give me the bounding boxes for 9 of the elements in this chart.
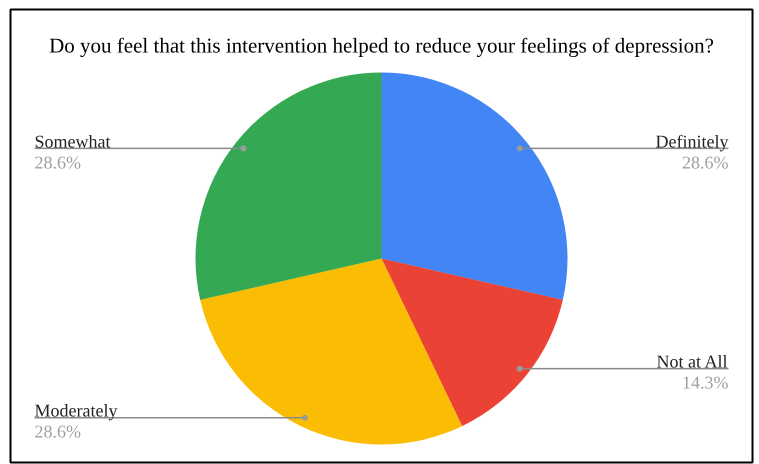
slice-label: Somewhat bbox=[34, 131, 110, 152]
chart-title: Do you feel that this intervention helped to reduce your feelings of depression? bbox=[49, 34, 714, 58]
data-label: 28.6% bbox=[34, 422, 81, 442]
data-label: 28.6% bbox=[682, 152, 729, 172]
data-label: 14.3% bbox=[682, 372, 729, 393]
slice-label: Moderately bbox=[34, 400, 118, 421]
slice-label: Not at All bbox=[656, 352, 728, 372]
slice-label: Definitely bbox=[656, 131, 729, 152]
data-label: 28.6% bbox=[34, 152, 81, 172]
